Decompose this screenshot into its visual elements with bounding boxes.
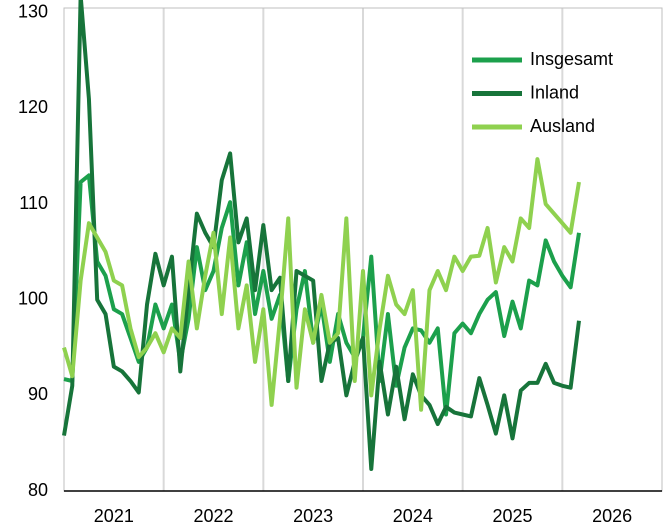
x-tick-label: 2026 <box>592 506 632 526</box>
series-line <box>62 0 581 471</box>
legend-label: Ausland <box>530 116 595 136</box>
y-tick-label: 120 <box>18 97 48 117</box>
y-tick-label: 130 <box>18 2 48 22</box>
x-tick-label: 2022 <box>193 506 233 526</box>
x-tick-label: 2021 <box>94 506 134 526</box>
legend-label: Inland <box>530 82 579 102</box>
y-tick-label: 100 <box>18 288 48 308</box>
series-line <box>62 157 581 412</box>
y-tick-label: 110 <box>19 193 48 213</box>
x-tick-label: 2025 <box>492 506 532 526</box>
y-tick-label: 90 <box>28 384 48 404</box>
x-tick-label: 2024 <box>393 506 433 526</box>
x-tick-label: 2023 <box>293 506 333 526</box>
y-tick-label: 80 <box>28 480 48 500</box>
legend-label: Insgesamt <box>530 49 613 69</box>
